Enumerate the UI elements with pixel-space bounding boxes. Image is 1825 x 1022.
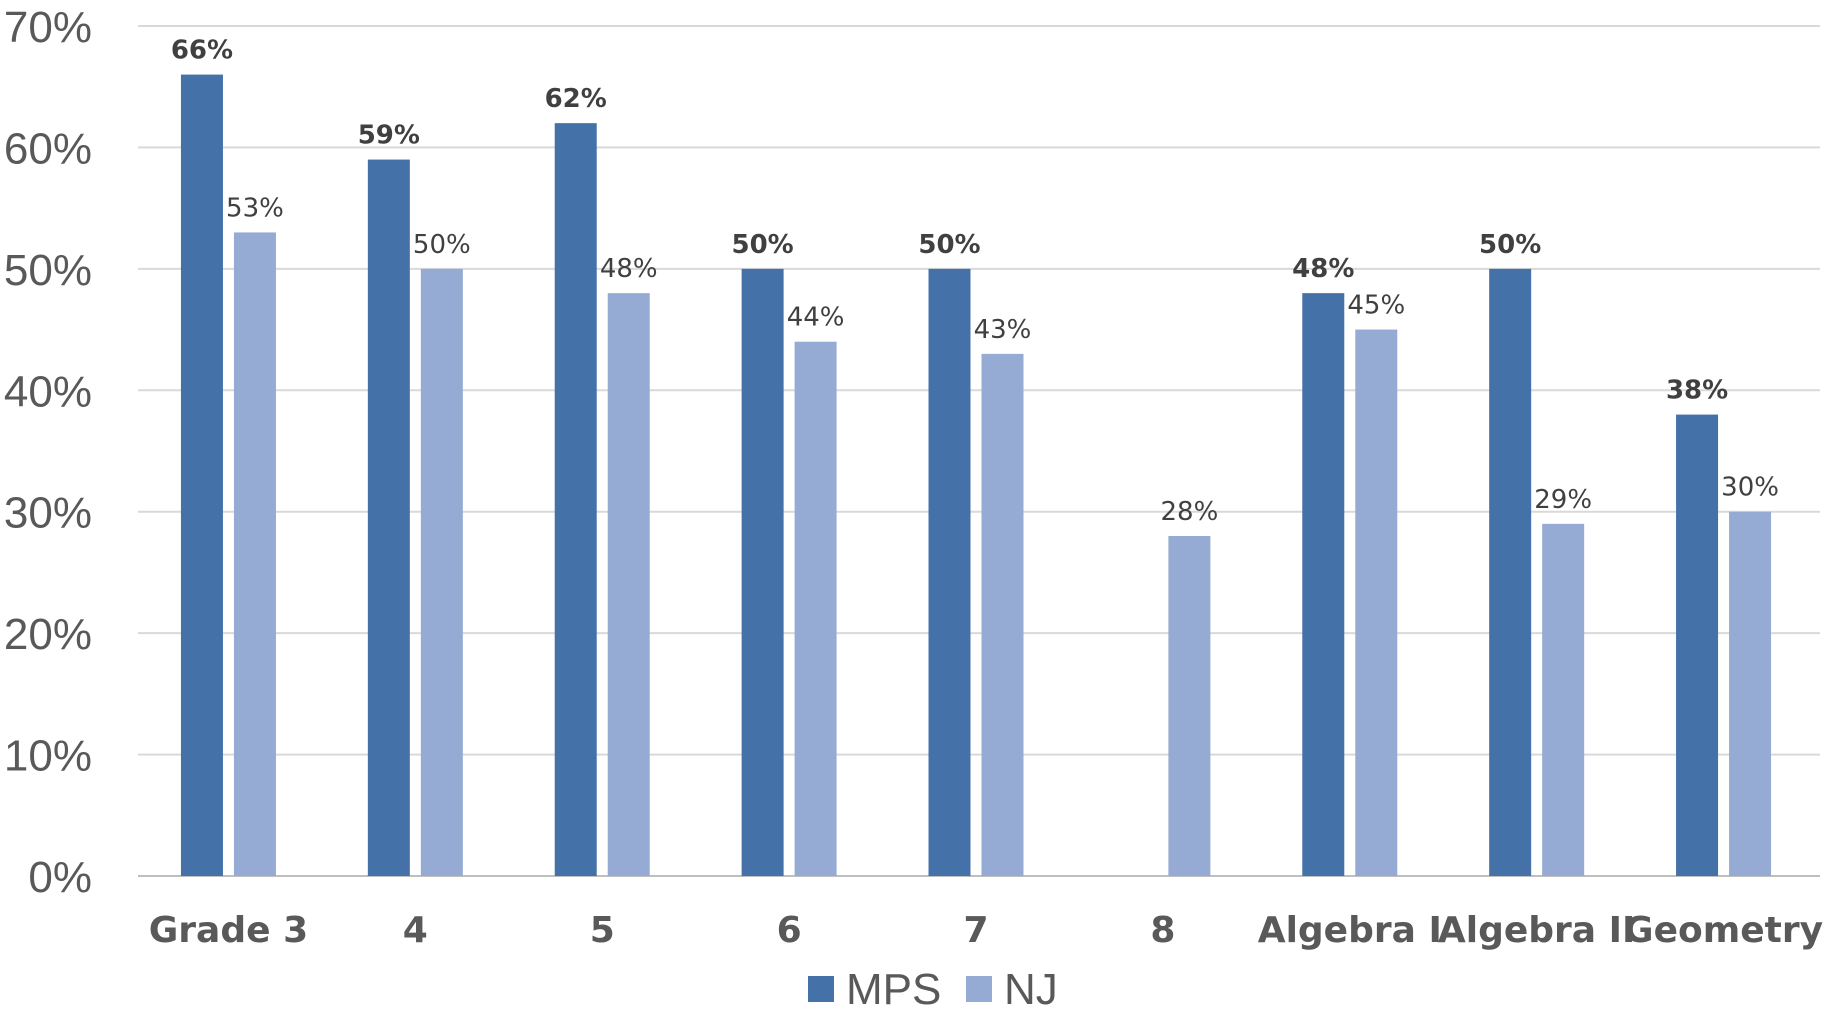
data-label-nj: 44%: [787, 303, 845, 333]
data-label-nj: 43%: [974, 315, 1032, 345]
bar-nj: [981, 353, 1024, 876]
legend: MPS NJ: [808, 965, 1058, 1014]
data-label-mps: 59%: [358, 121, 420, 151]
bar-mps: [180, 74, 223, 877]
bar-nj: [420, 268, 463, 876]
gridlines: [138, 25, 1820, 877]
bar-mps: [1302, 293, 1345, 877]
y-tick-label: 50%: [4, 246, 92, 295]
y-tick-label: 20%: [4, 610, 92, 659]
x-tick-label: Grade 3: [149, 910, 308, 951]
y-tick-label: 10%: [4, 732, 92, 781]
x-tick-label: Algebra II: [1438, 910, 1636, 951]
bar-nj: [1729, 511, 1772, 876]
bar-nj: [1168, 536, 1211, 876]
legend-label-nj: NJ: [1004, 965, 1058, 1014]
data-label-nj: 45%: [1347, 291, 1405, 321]
bar-nj: [1542, 523, 1585, 876]
bar-mps: [1489, 268, 1532, 876]
bar-nj: [607, 293, 650, 877]
data-label-mps: 50%: [1479, 230, 1541, 260]
bar-nj: [794, 341, 837, 876]
data-label-mps: 50%: [918, 230, 980, 260]
data-label-mps: 62%: [545, 84, 607, 114]
y-tick-label: 70%: [4, 3, 92, 52]
legend-label-mps: MPS: [846, 965, 941, 1014]
y-tick-label: 0%: [28, 853, 92, 902]
data-label-mps: 48%: [1292, 254, 1354, 284]
y-tick-label: 30%: [4, 489, 92, 538]
x-tick-label: 8: [1150, 910, 1175, 951]
bars: [180, 74, 1772, 877]
bar-mps: [741, 268, 784, 876]
x-tick-label: Algebra I: [1258, 910, 1442, 951]
x-tick-label: 4: [403, 910, 428, 951]
data-label-mps: 50%: [731, 230, 793, 260]
data-label-nj: 28%: [1160, 497, 1218, 527]
data-label-nj: 53%: [226, 193, 284, 223]
data-label-nj: 50%: [413, 230, 471, 260]
bar-mps: [554, 123, 597, 876]
x-tick-label: 6: [777, 910, 802, 951]
y-axis-ticks: 0% 10% 20% 30% 40% 50% 60% 70%: [4, 3, 92, 902]
bar-nj: [233, 232, 276, 876]
bar-nj: [1355, 329, 1398, 877]
x-tick-label: Geometry: [1624, 910, 1823, 951]
data-label-mps: 66%: [171, 36, 233, 66]
bar-mps: [367, 159, 410, 877]
data-label-nj: 48%: [600, 254, 658, 284]
data-label-mps: 38%: [1666, 376, 1728, 406]
y-tick-label: 40%: [4, 367, 92, 416]
legend-swatch-nj: [966, 976, 992, 1002]
data-label-nj: 29%: [1534, 485, 1592, 515]
data-labels: 66% 53% 59% 50% 62% 48% 50% 44% 50% 43% 28% 48% 45% 5…: [171, 36, 1779, 527]
x-tick-label: 7: [963, 910, 988, 951]
bar-mps: [1676, 414, 1719, 876]
y-tick-label: 60%: [4, 124, 92, 173]
bar-mps: [928, 268, 971, 876]
data-label-nj: 30%: [1721, 473, 1779, 503]
x-tick-label: 5: [590, 910, 615, 951]
legend-swatch-mps: [808, 976, 834, 1002]
